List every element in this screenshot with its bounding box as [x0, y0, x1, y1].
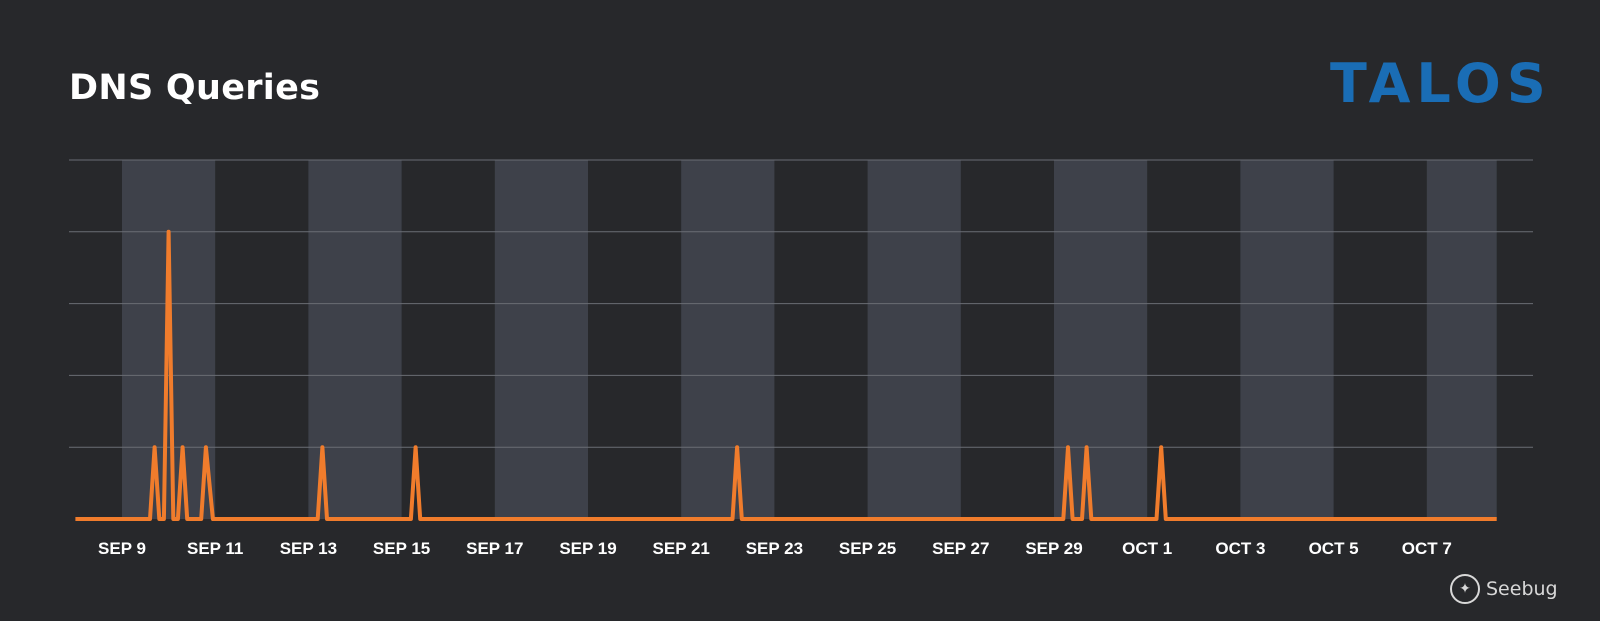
- shaded-band-6: [1240, 160, 1334, 519]
- x-tick-label: SEP 29: [1025, 539, 1082, 558]
- x-tick-label: OCT 7: [1402, 539, 1452, 558]
- seebug-watermark: ✦ Seebug: [1450, 574, 1558, 604]
- gridlines: [69, 159, 1533, 448]
- x-tick-label: SEP 25: [839, 539, 896, 558]
- watermark-label: Seebug: [1486, 578, 1558, 600]
- series-line-0: [75, 229, 1497, 521]
- x-tick-label: OCT 1: [1122, 539, 1172, 558]
- x-tick-label: SEP 21: [653, 539, 710, 558]
- shaded-band-3: [681, 160, 775, 519]
- talos-logo: TALOS: [1330, 52, 1552, 115]
- x-tick-label: SEP 23: [746, 539, 803, 558]
- series-lines: [75, 229, 1497, 521]
- x-tick-label: SEP 9: [98, 539, 146, 558]
- x-tick-label: OCT 5: [1309, 539, 1359, 558]
- shaded-band-4: [867, 160, 961, 519]
- x-axis-ticks: SEP 9 SEP 11 SEP 13 SEP 15 SEP 17 SEP 19 SEP 2…: [98, 539, 1452, 558]
- x-tick-label: SEP 17: [466, 539, 523, 558]
- shaded-bands: [122, 160, 1497, 519]
- x-tick-label: OCT 3: [1215, 539, 1265, 558]
- chart-title: DNS Queries: [69, 68, 321, 108]
- seebug-icon: ✦: [1450, 574, 1480, 604]
- x-tick-label: SEP 27: [932, 539, 989, 558]
- shaded-band-2: [494, 160, 588, 519]
- x-tick-label: SEP 15: [373, 539, 430, 558]
- x-tick-label: SEP 13: [280, 539, 337, 558]
- x-tick-label: SEP 11: [187, 539, 243, 558]
- shaded-band-7: [1426, 160, 1497, 519]
- x-tick-label: SEP 19: [559, 539, 616, 558]
